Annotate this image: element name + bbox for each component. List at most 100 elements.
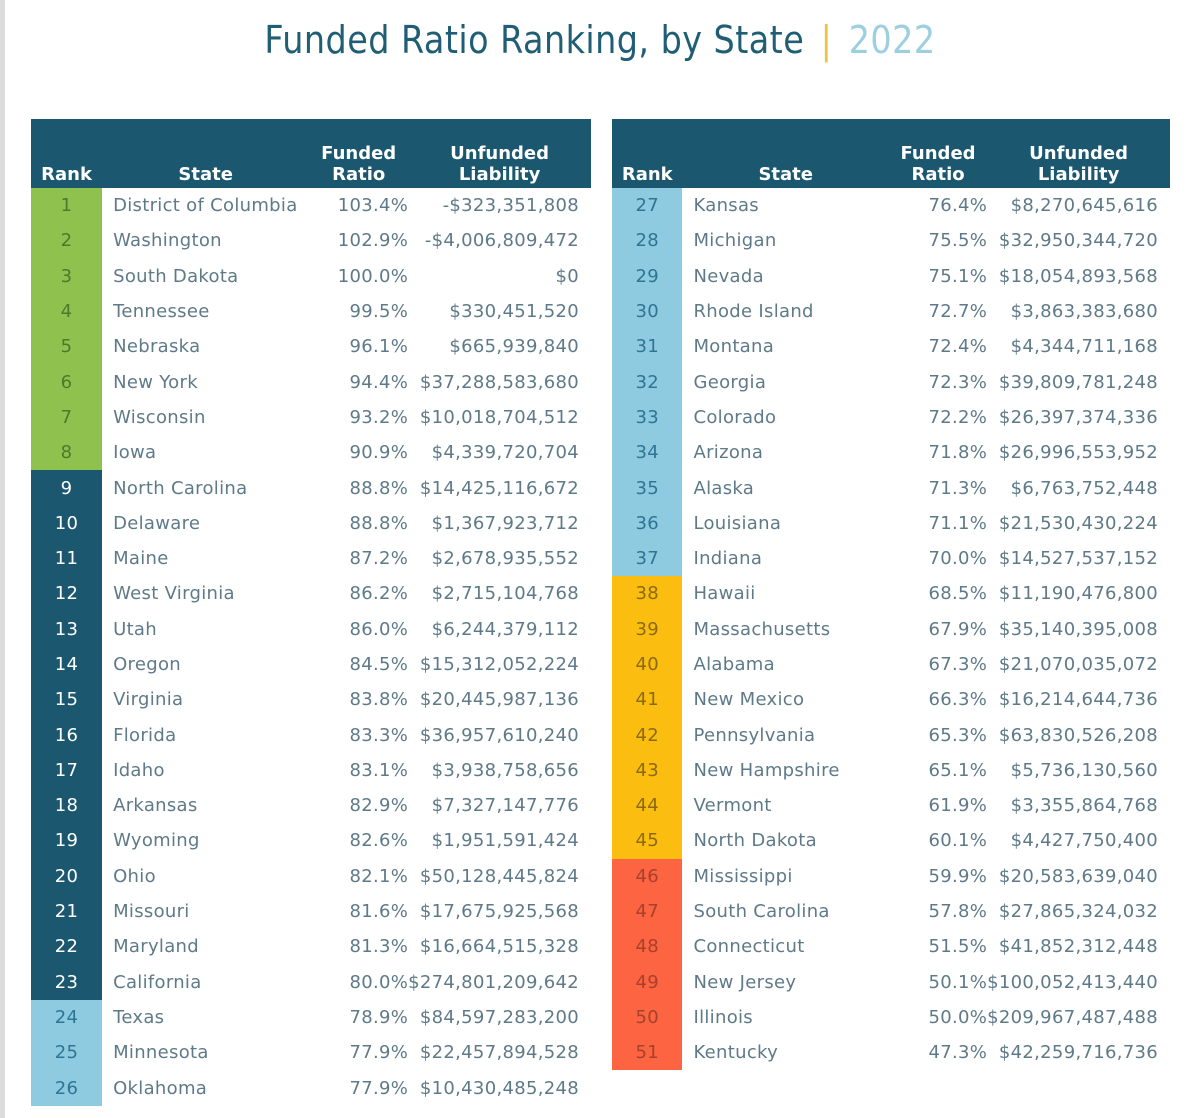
table-row: 2 Washington 102.9% -$4,006,809,472	[31, 223, 591, 259]
rank-cell: 6	[31, 364, 103, 400]
rank-cell: 3	[31, 258, 103, 294]
unfunded-liability-cell: $10,430,485,248	[419, 1077, 579, 1099]
funded-ratio-cell: 87.2%	[349, 548, 409, 570]
rank-cell: 47	[612, 893, 683, 930]
state-cell: Rhode Island	[693, 301, 814, 323]
funded-ratio-cell: 83.3%	[349, 724, 409, 746]
header-rank: Rank	[612, 119, 683, 188]
funded-ratio-cell: 72.7%	[928, 301, 988, 323]
table-row: 33 Colorado 72.2% $26,397,374,336	[612, 399, 1170, 436]
state-cell: South Dakota	[113, 265, 239, 287]
table-row: 14 Oregon 84.5% $15,312,052,224	[31, 646, 591, 683]
funded-ratio-cell: 67.3%	[928, 654, 988, 675]
state-cell: Arkansas	[113, 795, 198, 817]
rank-cell: 49	[612, 964, 683, 1000]
header-unfunded-liability-line2: Liability	[458, 164, 541, 185]
funded-ratio-cell: 50.1%	[928, 971, 988, 993]
rank-cell: 9	[31, 470, 103, 506]
funded-ratio-cell: 75.5%	[928, 230, 988, 252]
state-cell: Florida	[113, 724, 177, 746]
header-row: Rank State Funded Ratio Unfunded Liabili…	[31, 119, 591, 188]
table-row: 13 Utah 86.0% $6,244,379,112	[31, 611, 591, 647]
header-unfunded-liability: Unfunded Liability	[987, 119, 1170, 188]
unfunded-liability-cell: $1,951,591,424	[431, 830, 579, 852]
rank-cell: 37	[612, 540, 683, 577]
rank-cell: 33	[612, 399, 683, 436]
state-cell: New Hampshire	[693, 759, 840, 781]
header-funded-ratio-line1: Funded	[900, 143, 976, 164]
rank-cell: 36	[612, 505, 683, 541]
unfunded-liability-cell: $4,339,720,704	[431, 442, 579, 464]
table-row: 5 Nebraska 96.1% $665,939,840	[31, 329, 591, 365]
table-row: 36 Louisiana 71.1% $21,530,430,224	[612, 505, 1170, 541]
unfunded-liability-cell: $1,367,923,712	[431, 512, 579, 534]
state-cell: Missouri	[113, 901, 190, 923]
state-cell: New Mexico	[693, 689, 805, 711]
table-row: 46 Mississippi 59.9% $20,583,639,040	[612, 858, 1170, 894]
header-funded-ratio-line1: Funded	[321, 143, 397, 164]
unfunded-liability-cell: $14,527,537,152	[998, 548, 1158, 570]
funded-ratio-cell: 66.3%	[928, 689, 988, 711]
rank-cell: 46	[612, 858, 683, 894]
table-row: 3 South Dakota 100.0% $0	[31, 258, 591, 294]
funded-ratio-cell: 67.9%	[928, 618, 988, 640]
table-body-right: 27 Kansas 76.4% $8,270,645,616 28 Michigan 75.…	[612, 188, 1170, 1071]
state-cell: District of Columbia	[113, 195, 298, 217]
rank-cell: 23	[31, 964, 103, 1000]
state-cell: Alaska	[693, 477, 755, 499]
unfunded-liability-cell: $3,355,864,768	[1010, 795, 1158, 817]
rank-cell: 13	[31, 611, 103, 647]
unfunded-liability-cell: $11,190,476,800	[998, 583, 1158, 605]
unfunded-liability-cell: $41,852,312,448	[998, 936, 1158, 958]
table-row: 34 Arizona 71.8% $26,996,553,952	[612, 435, 1170, 471]
table-row: 24 Texas 78.9% $84,597,283,200	[31, 999, 591, 1036]
table-row: 12 West Virginia 86.2% $2,715,104,768	[31, 576, 591, 612]
header-state: State	[102, 119, 310, 188]
table-row: 40 Alabama 67.3% $21,070,035,072	[612, 646, 1170, 683]
unfunded-liability-cell: $26,996,553,952	[998, 442, 1158, 464]
rank-cell: 16	[31, 717, 103, 753]
rank-cell: 11	[31, 540, 103, 577]
table-row: 27 Kansas 76.4% $8,270,645,616	[612, 188, 1170, 224]
funded-ratio-cell: 83.1%	[349, 759, 409, 781]
state-cell: Nevada	[693, 265, 764, 287]
table-row: 10 Delaware 88.8% $1,367,923,712	[31, 505, 591, 541]
rank-cell: 19	[31, 823, 103, 859]
state-cell: Oregon	[113, 654, 181, 675]
rank-cell: 12	[31, 576, 103, 612]
state-cell: Oklahoma	[113, 1077, 208, 1099]
funded-ratio-cell: 86.2%	[349, 583, 409, 605]
funded-ratio-cell: 88.8%	[349, 477, 409, 499]
table-row: 4 Tennessee 99.5% $330,451,520	[31, 293, 591, 330]
state-cell: Utah	[113, 618, 157, 640]
rank-cell: 35	[612, 470, 683, 506]
table-row: 17 Idaho 83.1% $3,938,758,656	[31, 752, 591, 789]
header-unfunded-liability-line1: Unfunded	[1029, 143, 1129, 164]
unfunded-liability-cell: $16,664,515,328	[419, 936, 579, 958]
unfunded-liability-cell: $20,445,987,136	[419, 689, 579, 711]
table-row: 6 New York 94.4% $37,288,583,680	[31, 364, 591, 400]
funded-ratio-cell: 77.9%	[349, 1042, 409, 1064]
rank-cell: 40	[612, 646, 683, 683]
unfunded-liability-cell: $37,288,583,680	[419, 371, 579, 393]
table-row: 48 Connecticut 51.5% $41,852,312,448	[612, 929, 1170, 965]
funded-ratio-cell: 47.3%	[928, 1042, 988, 1064]
table-row: 42 Pennsylvania 65.3% $63,830,526,208	[612, 717, 1170, 753]
table-row: 20 Ohio 82.1% $50,128,445,824	[31, 858, 591, 894]
unfunded-liability-cell: $7,327,147,776	[431, 795, 579, 817]
rank-cell: 39	[612, 611, 683, 647]
rank-cell: 18	[31, 788, 103, 824]
table-row: 1 District of Columbia 103.4% -$323,351,808	[31, 188, 591, 224]
table-row: 37 Indiana 70.0% $14,527,537,152	[612, 540, 1170, 577]
table-row: 44 Vermont 61.9% $3,355,864,768	[612, 788, 1170, 824]
unfunded-liability-cell: $4,427,750,400	[1010, 830, 1158, 852]
state-cell: Maine	[113, 548, 169, 570]
state-cell: Connecticut	[693, 936, 805, 958]
rank-cell: 22	[31, 929, 103, 965]
funded-ratio-cell: 65.1%	[928, 759, 988, 781]
rank-cell: 1	[31, 188, 103, 224]
unfunded-liability-cell: $16,214,644,736	[998, 689, 1158, 711]
state-cell: Colorado	[693, 406, 777, 428]
header-funded-ratio-line2: Ratio	[332, 164, 386, 185]
table-row: 47 South Carolina 57.8% $27,865,324,032	[612, 893, 1170, 930]
